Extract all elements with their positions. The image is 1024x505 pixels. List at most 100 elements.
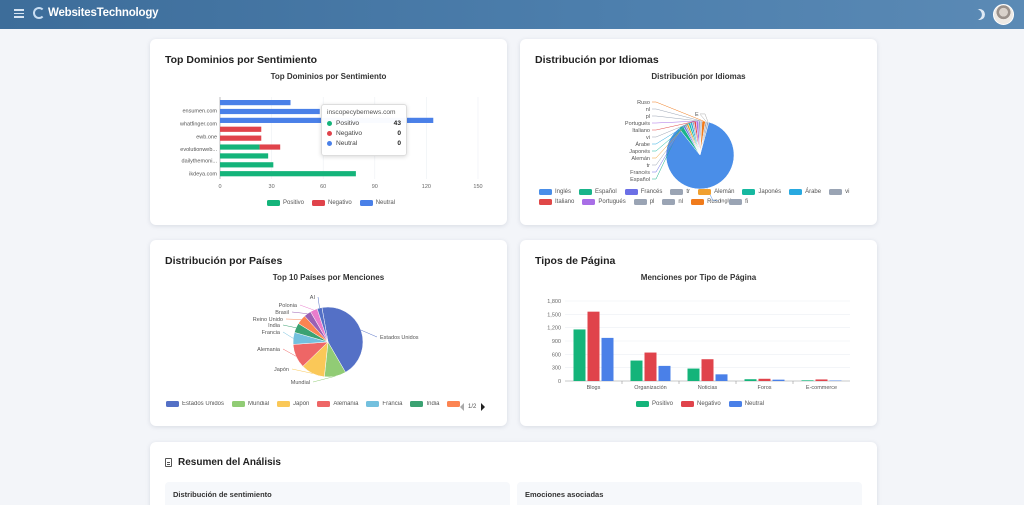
legend-item[interactable]: pl bbox=[633, 199, 654, 205]
legend-label: India bbox=[426, 401, 440, 407]
legend-swatch bbox=[633, 199, 647, 205]
legend-item[interactable]: Japonés bbox=[742, 189, 781, 195]
countries-card-title: Distribución por Países bbox=[165, 255, 283, 267]
legend-item[interactable]: Mundial bbox=[232, 401, 269, 407]
legend-swatch bbox=[539, 199, 552, 205]
legend-item[interactable]: nl bbox=[662, 199, 683, 205]
user-avatar[interactable] bbox=[993, 4, 1014, 25]
x-category-label: Blogs bbox=[587, 385, 601, 391]
bar-negativo bbox=[220, 135, 262, 141]
legend-swatch bbox=[166, 401, 179, 407]
legend-swatch bbox=[366, 401, 380, 407]
y-category-label: evolutionweb... bbox=[180, 147, 217, 153]
legend-item[interactable]: India bbox=[410, 401, 439, 407]
legend-next-page-button[interactable] bbox=[481, 403, 486, 411]
legend-item[interactable]: Alemán bbox=[698, 189, 734, 195]
legend-label: Neutral bbox=[375, 200, 396, 206]
pie-label-line bbox=[291, 368, 313, 374]
bar-positivo bbox=[220, 162, 274, 168]
legend-swatch bbox=[789, 189, 803, 195]
legend-item[interactable]: Positivo bbox=[636, 401, 673, 407]
legend-item[interactable]: Español bbox=[579, 189, 617, 195]
x-tick-label: 30 bbox=[269, 184, 275, 190]
legend-item[interactable]: tr bbox=[670, 189, 690, 195]
x-category-label: E-commerce bbox=[806, 385, 837, 391]
brand-logo-link[interactable]: WebsitesTechnology bbox=[33, 7, 159, 19]
bar-positivo bbox=[573, 329, 586, 381]
tooltip-value: 0 bbox=[397, 130, 401, 137]
pie-label: Japón bbox=[274, 367, 289, 373]
legend-swatch bbox=[539, 189, 552, 195]
legend-item[interactable]: Japón bbox=[277, 401, 309, 407]
pie-label: India bbox=[268, 323, 281, 329]
legend-label: vi bbox=[845, 189, 850, 195]
legend-label: Portugués bbox=[598, 199, 626, 205]
tooltip-label: Negativo bbox=[336, 130, 363, 137]
sentiment-distribution-title: Distribución de sentimiento bbox=[173, 490, 272, 499]
y-category-label: ewb.one bbox=[196, 134, 217, 140]
bar-positivo bbox=[801, 380, 814, 381]
bar-negativo bbox=[220, 126, 262, 132]
pie-label: Alemán bbox=[631, 156, 650, 162]
pie-label-line bbox=[652, 121, 692, 145]
pagetypes-chart-title: Menciones por Tipo de Página bbox=[640, 273, 757, 282]
legend-item[interactable]: Italiano bbox=[539, 199, 574, 205]
legend-swatch bbox=[681, 401, 695, 407]
pie-label: Reino Unido bbox=[253, 317, 283, 323]
legend-item[interactable]: Francia bbox=[366, 401, 402, 407]
legend-swatch bbox=[232, 401, 246, 407]
countries-pie-chart[interactable]: Estados Unidos Mundial Japón Alemania Franci… bbox=[150, 240, 507, 426]
domains-legend: Positivo Negativo Neutral bbox=[267, 200, 403, 210]
legend-item[interactable]: fi bbox=[729, 199, 748, 205]
pie-label: pl bbox=[646, 114, 650, 120]
legend-swatch bbox=[579, 189, 593, 195]
bar-positivo bbox=[687, 368, 700, 381]
legend-item[interactable]: Reino bbox=[447, 401, 461, 407]
pie-label-line bbox=[652, 124, 686, 166]
legend-item[interactable]: Neutral bbox=[728, 401, 764, 407]
languages-card: Distribución por Idiomas Distribución po… bbox=[520, 39, 877, 225]
legend-label: tr bbox=[686, 189, 691, 195]
legend-label: Estados Unidos bbox=[182, 401, 225, 407]
y-tick-label: 300 bbox=[552, 366, 561, 372]
dark-mode-toggle-icon[interactable] bbox=[972, 7, 986, 21]
legend-label: Mundial bbox=[248, 401, 270, 407]
legend-item[interactable]: Neutral bbox=[359, 200, 396, 206]
document-icon bbox=[165, 458, 172, 467]
legend-item[interactable]: Negativo bbox=[312, 200, 352, 206]
legend-item[interactable]: Inglés bbox=[539, 189, 571, 195]
tooltip-label: Positivo bbox=[336, 120, 360, 127]
legend-item[interactable]: Negativo bbox=[681, 401, 721, 407]
tooltip-row-neutral: Neutral 0 bbox=[327, 140, 401, 147]
y-category-label: ensumen.com bbox=[182, 109, 217, 115]
hamburger-menu-icon[interactable] bbox=[14, 9, 24, 18]
pie-label: Inglés bbox=[720, 198, 735, 204]
pie-label: E bbox=[695, 112, 699, 118]
x-tick-label: 90 bbox=[372, 184, 378, 190]
legend-swatch bbox=[729, 199, 743, 205]
languages-pie-chart[interactable]: Inglés Español Francés tr Alemán Japonés Árabe… bbox=[520, 39, 877, 225]
legend-swatch bbox=[698, 189, 712, 195]
pie-label-line bbox=[317, 296, 320, 309]
pie-label-line bbox=[652, 115, 700, 122]
pie-label-line bbox=[652, 123, 688, 159]
legend-item[interactable]: vi bbox=[829, 189, 849, 195]
y-tick-label: 600 bbox=[552, 352, 561, 358]
legend-swatch bbox=[582, 199, 596, 205]
legend-label: Árabe bbox=[805, 189, 822, 195]
pie-label-line bbox=[652, 121, 696, 131]
pagetypes-card-title: Tipos de Página bbox=[535, 255, 616, 267]
legend-item[interactable]: Alemania bbox=[317, 401, 358, 407]
legend-label: nl bbox=[678, 199, 684, 205]
legend-item[interactable]: Francés bbox=[624, 189, 662, 195]
legend-item[interactable]: Árabe bbox=[789, 189, 821, 195]
legend-prev-page-button[interactable] bbox=[460, 403, 464, 411]
bar-neutral bbox=[601, 337, 614, 381]
legend-item[interactable]: Portugués bbox=[582, 199, 626, 205]
legend-item[interactable]: Ruso bbox=[691, 199, 721, 205]
legend-item[interactable]: Positivo bbox=[267, 200, 304, 206]
pagetypes-bar-chart[interactable]: 0 300 600 900 1,200 1,500 1,800 Blogs Organizaci… bbox=[520, 240, 877, 426]
legend-label: Negativo bbox=[697, 401, 721, 407]
domains-tooltip: inscopecybernews.com Positivo 43 Negativo… bbox=[321, 104, 407, 156]
legend-item[interactable]: Estados Unidos bbox=[166, 401, 224, 407]
